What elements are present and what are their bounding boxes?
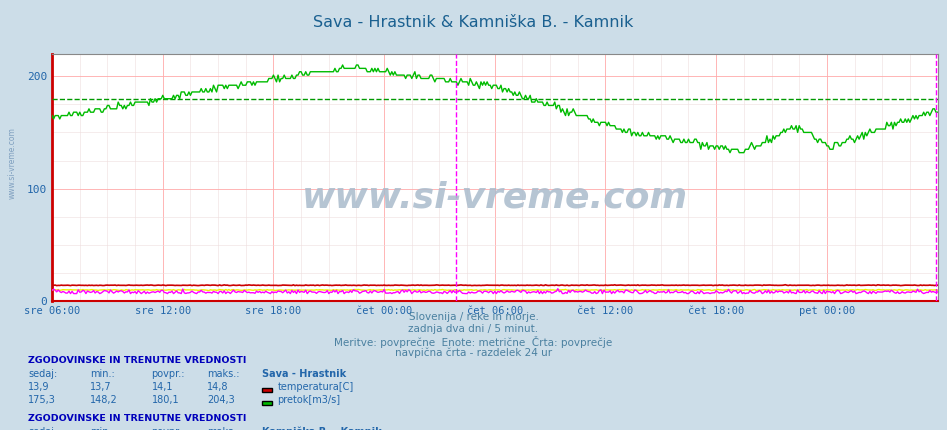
Text: Sava - Hrastnik: Sava - Hrastnik [262,369,347,379]
Text: navpična črta - razdelek 24 ur: navpična črta - razdelek 24 ur [395,348,552,358]
Text: ZGODOVINSKE IN TRENUTNE VREDNOSTI: ZGODOVINSKE IN TRENUTNE VREDNOSTI [28,414,247,423]
Text: 13,7: 13,7 [90,382,112,392]
Text: 13,9: 13,9 [28,382,50,392]
Text: zadnja dva dni / 5 minut.: zadnja dva dni / 5 minut. [408,324,539,334]
Text: 175,3: 175,3 [28,395,56,405]
Text: 14,1: 14,1 [152,382,173,392]
Text: maks.:: maks.: [206,427,240,430]
Text: sedaj:: sedaj: [28,427,58,430]
Text: min.:: min.: [90,369,115,379]
Text: 148,2: 148,2 [90,395,117,405]
Text: 14,8: 14,8 [206,382,228,392]
Text: min.:: min.: [90,427,115,430]
Text: ZGODOVINSKE IN TRENUTNE VREDNOSTI: ZGODOVINSKE IN TRENUTNE VREDNOSTI [28,356,247,366]
Text: www.si-vreme.com: www.si-vreme.com [8,127,17,200]
Text: sedaj:: sedaj: [28,369,58,379]
Text: maks.:: maks.: [206,369,240,379]
Text: Meritve: povprečne  Enote: metrične  Črta: povprečje: Meritve: povprečne Enote: metrične Črta:… [334,336,613,348]
Text: Kamniška B. - Kamnik: Kamniška B. - Kamnik [262,427,382,430]
Text: 204,3: 204,3 [206,395,235,405]
Text: pretok[m3/s]: pretok[m3/s] [277,395,341,405]
Text: povpr.:: povpr.: [152,427,185,430]
Text: povpr.:: povpr.: [152,369,185,379]
Text: 180,1: 180,1 [152,395,179,405]
Text: Slovenija / reke in morje.: Slovenija / reke in morje. [408,312,539,322]
Text: Sava - Hrastnik & Kamniška B. - Kamnik: Sava - Hrastnik & Kamniška B. - Kamnik [313,15,634,30]
Text: www.si-vreme.com: www.si-vreme.com [302,180,688,214]
Text: temperatura[C]: temperatura[C] [277,382,354,392]
